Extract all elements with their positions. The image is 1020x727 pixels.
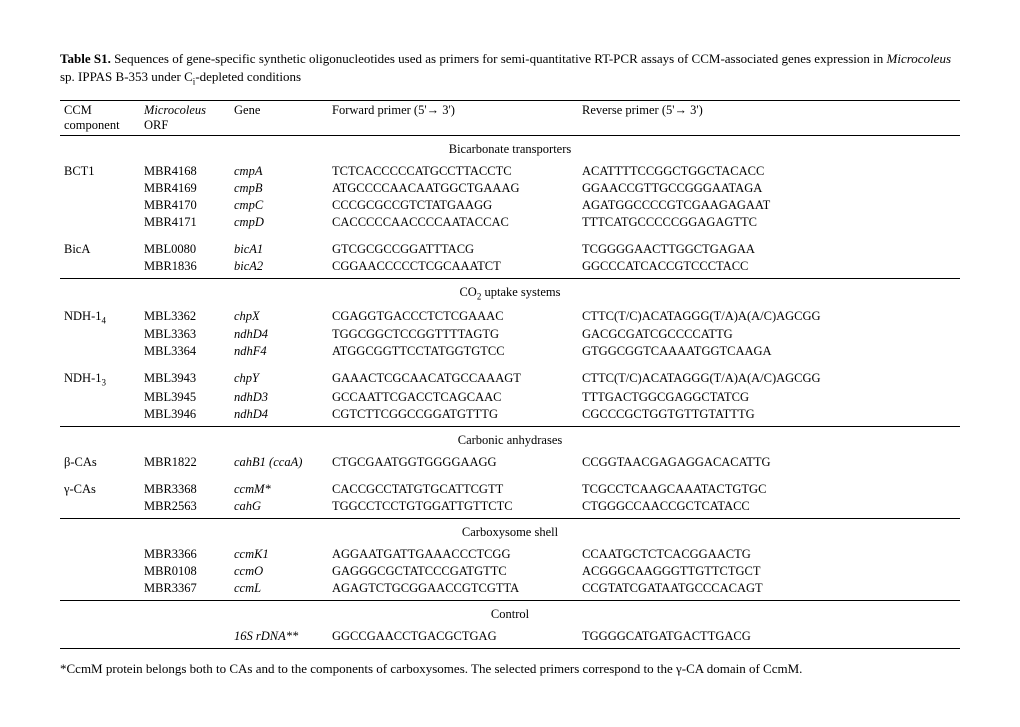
table-row: β-CAsMBR1822cahB1 (ccaA)CTGCGAATGGTGGGGA…: [60, 454, 960, 471]
table-row: MBL3945ndhD3GCCAATTCGACCTCAGCAACTTTGACTG…: [60, 389, 960, 406]
table-row: MBR0108ccmOGAGGGCGCTATCCCGATGTTCACGGGCAA…: [60, 563, 960, 580]
hdr-gene: Gene: [230, 101, 328, 136]
section-control: Control: [60, 600, 960, 628]
footnote: *CcmM protein belongs both to CAs and to…: [60, 661, 960, 677]
table-row: MBR3366ccmK1AGGAATGATTGAAACCCTCGGCCAATGC…: [60, 546, 960, 563]
section-co2: CO2 uptake systems: [60, 279, 960, 308]
table-row: γ-CAsMBR3368ccmM*CACCGCCTATGTGCATTCGTTTC…: [60, 481, 960, 498]
table-row: MBR4171cmpDCACCCCCAACCCCAATACCACTTTCATGC…: [60, 214, 960, 231]
table-row: MBL3946ndhD4CGTCTTCGGCCGGATGTTTGCGCCCGCT…: [60, 406, 960, 427]
hdr-rev: Reverse primer (5'→ 3'): [578, 101, 960, 136]
table-row: MBL3363ndhD4TGGCGGCTCCGGTTTTAGTGGACGCGAT…: [60, 326, 960, 343]
table-caption: Table S1. Sequences of gene-specific syn…: [60, 50, 960, 88]
title-prefix: Table S1.: [60, 51, 111, 66]
table-row: MBR1836bicA2CGGAACCCCCTCGCAAATCTGGCCCATC…: [60, 258, 960, 279]
table-row: MBL3364ndhF4ATGGCGGTTCCTATGGTGTCCGTGGCGG…: [60, 343, 960, 360]
table-row: NDH-13MBL3943chpYGAAACTCGCAACATGCCAAAGTC…: [60, 370, 960, 389]
table-row: MBR4170cmpCCCCGCGCCGTCTATGAAGGAGATGGCCCC…: [60, 197, 960, 214]
section-bicarb: Bicarbonate transporters: [60, 136, 960, 164]
table-row: BicAMBL0080bicA1GTCGCGCCGGATTTACGTCGGGGA…: [60, 241, 960, 258]
hdr-orf: MicrocoleusORF: [140, 101, 230, 136]
header-row: CCMcomponent MicrocoleusORF Gene Forward…: [60, 101, 960, 136]
primer-table: CCMcomponent MicrocoleusORF Gene Forward…: [60, 100, 960, 649]
table-row: MBR4169cmpBATGCCCCAACAATGGCTGAAAGGGAACCG…: [60, 180, 960, 197]
table-row: BCT1MBR4168cmpATCTCACCCCCATGCCTTACCTCACA…: [60, 163, 960, 180]
table-row: MBR2563cahGTGGCCTCCTGTGGATTGTTCTCCTGGGCC…: [60, 498, 960, 519]
hdr-fwd: Forward primer (5'→ 3'): [328, 101, 578, 136]
section-shell: Carboxysome shell: [60, 518, 960, 546]
table-row: NDH-14MBL3362chpXCGAGGTGACCCTCTCGAAACCTT…: [60, 308, 960, 327]
table-row: 16S rDNA**GGCCGAACCTGACGCTGAGTGGGGCATGAT…: [60, 628, 960, 649]
hdr-ccm: CCMcomponent: [60, 101, 140, 136]
section-ca: Carbonic anhydrases: [60, 426, 960, 454]
table-row: MBR3367ccmLAGAGTCTGCGGAACCGTCGTTACCGTATC…: [60, 580, 960, 601]
